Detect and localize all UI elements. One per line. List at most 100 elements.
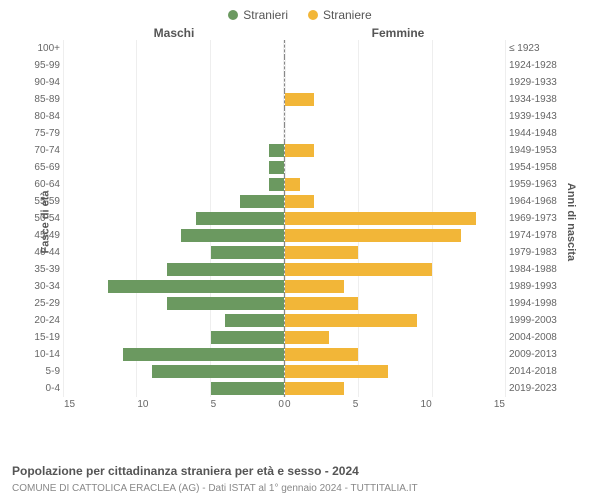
age-label: 40-44 — [28, 247, 64, 258]
birth-year-label: 1969-1973 — [505, 213, 561, 224]
legend-female: Straniere — [308, 8, 372, 22]
legend-female-label: Straniere — [323, 8, 372, 22]
female-bar — [285, 212, 476, 225]
x-tick: 5 — [211, 399, 217, 415]
column-header-female: Femmine — [288, 26, 508, 40]
male-bar — [211, 382, 284, 395]
male-bar — [152, 365, 284, 378]
male-bar — [225, 314, 284, 327]
birth-year-label: 2019-2023 — [505, 383, 561, 394]
birth-year-label: 1924-1928 — [505, 60, 561, 71]
birth-year-label: 2004-2008 — [505, 332, 561, 343]
pyramid-row: 90-94 1929-1933 — [28, 74, 588, 91]
legend-male-label: Stranieri — [243, 8, 288, 22]
female-bar — [285, 263, 432, 276]
x-axis-right: 051015 — [285, 399, 505, 415]
birth-year-label: 1934-1938 — [505, 94, 561, 105]
male-bar — [181, 229, 284, 242]
pyramid-row: 100+ ≤ 1923 — [28, 40, 588, 57]
female-bar — [285, 314, 417, 327]
male-bar — [269, 161, 284, 174]
female-bar — [285, 144, 314, 157]
female-bar — [285, 246, 358, 259]
pyramid-row: 50-54 1969-1973 — [28, 210, 588, 227]
birth-year-label: 1964-1968 — [505, 196, 561, 207]
female-bar — [285, 365, 388, 378]
chart-subcaption: COMUNE DI CATTOLICA ERACLEA (AG) - Dati … — [12, 483, 418, 494]
x-tick: 10 — [137, 399, 148, 415]
pyramid-row: 65-69 1954-1958 — [28, 159, 588, 176]
male-bar — [123, 348, 284, 361]
pyramid-row: 95-99 1924-1928 — [28, 57, 588, 74]
male-bar — [167, 297, 284, 310]
birth-year-label: 1954-1958 — [505, 162, 561, 173]
male-bar — [240, 195, 284, 208]
male-bar — [108, 280, 284, 293]
birth-year-label: 1939-1943 — [505, 111, 561, 122]
pyramid-row: 10-14 2009-2013 — [28, 346, 588, 363]
pyramid-row: 55-59 1964-1968 — [28, 193, 588, 210]
age-label: 65-69 — [28, 162, 64, 173]
age-label: 50-54 — [28, 213, 64, 224]
x-tick: 15 — [494, 399, 505, 415]
x-axis-left: 151050 — [64, 399, 284, 415]
age-label: 45-49 — [28, 230, 64, 241]
pyramid-row: 30-341989-1993 — [28, 278, 588, 295]
male-bar — [211, 331, 284, 344]
legend-female-swatch — [308, 10, 318, 20]
age-label: 0-4 — [28, 383, 64, 394]
age-label: 20-24 — [28, 315, 64, 326]
chart-caption: Popolazione per cittadinanza straniera p… — [12, 464, 359, 478]
x-tick: 15 — [64, 399, 75, 415]
birth-year-label: 1999-2003 — [505, 315, 561, 326]
female-bar — [285, 93, 314, 106]
x-tick: 5 — [353, 399, 359, 415]
male-bar — [211, 246, 284, 259]
birth-year-label: 1959-1963 — [505, 179, 561, 190]
birth-year-label: 1994-1998 — [505, 298, 561, 309]
male-bar — [167, 263, 284, 276]
column-header-male: Maschi — [64, 26, 284, 40]
female-bar — [285, 348, 358, 361]
age-label: 5-9 — [28, 366, 64, 377]
female-bar — [285, 297, 358, 310]
age-label: 10-14 — [28, 349, 64, 360]
birth-year-label: ≤ 1923 — [505, 43, 561, 54]
female-bar — [285, 195, 314, 208]
x-tick: 10 — [421, 399, 432, 415]
birth-year-label: 1974-1978 — [505, 230, 561, 241]
male-bar — [269, 178, 284, 191]
birth-year-label: 1984-1988 — [505, 264, 561, 275]
age-label: 25-29 — [28, 298, 64, 309]
age-label: 55-59 — [28, 196, 64, 207]
age-label: 100+ — [28, 43, 64, 54]
female-bar — [285, 331, 329, 344]
birth-year-label: 1929-1933 — [505, 77, 561, 88]
age-label: 60-64 — [28, 179, 64, 190]
male-bar — [269, 144, 284, 157]
chart-rows: 100+ ≤ 1923 95-99 1924-1928 90-94 1929-1933 85… — [28, 40, 588, 397]
birth-year-label: 2009-2013 — [505, 349, 561, 360]
male-bar — [196, 212, 284, 225]
legend-male-swatch — [228, 10, 238, 20]
age-label: 75-79 — [28, 128, 64, 139]
age-label: 90-94 — [28, 77, 64, 88]
chart-legend: Stranieri Straniere — [0, 0, 600, 26]
female-bar — [285, 382, 344, 395]
pyramid-row: 0-4 2019-2023 — [28, 380, 588, 397]
pyramid-row: 20-24 1999-2003 — [28, 312, 588, 329]
pyramid-row: 80-841939-1943 — [28, 108, 588, 125]
pyramid-row: 15-192004-2008 — [28, 329, 588, 346]
birth-year-label: 2014-2018 — [505, 366, 561, 377]
female-bar — [285, 178, 300, 191]
pyramid-row: 85-89 1934-1938 — [28, 91, 588, 108]
age-label: 85-89 — [28, 94, 64, 105]
pyramid-row: 70-741949-1953 — [28, 142, 588, 159]
birth-year-label: 1944-1948 — [505, 128, 561, 139]
pyramid-row: 75-79 1944-1948 — [28, 125, 588, 142]
age-label: 95-99 — [28, 60, 64, 71]
pyramid-row: 5-9 2014-2018 — [28, 363, 588, 380]
age-label: 35-39 — [28, 264, 64, 275]
age-label: 70-74 — [28, 145, 64, 156]
female-bar — [285, 229, 461, 242]
